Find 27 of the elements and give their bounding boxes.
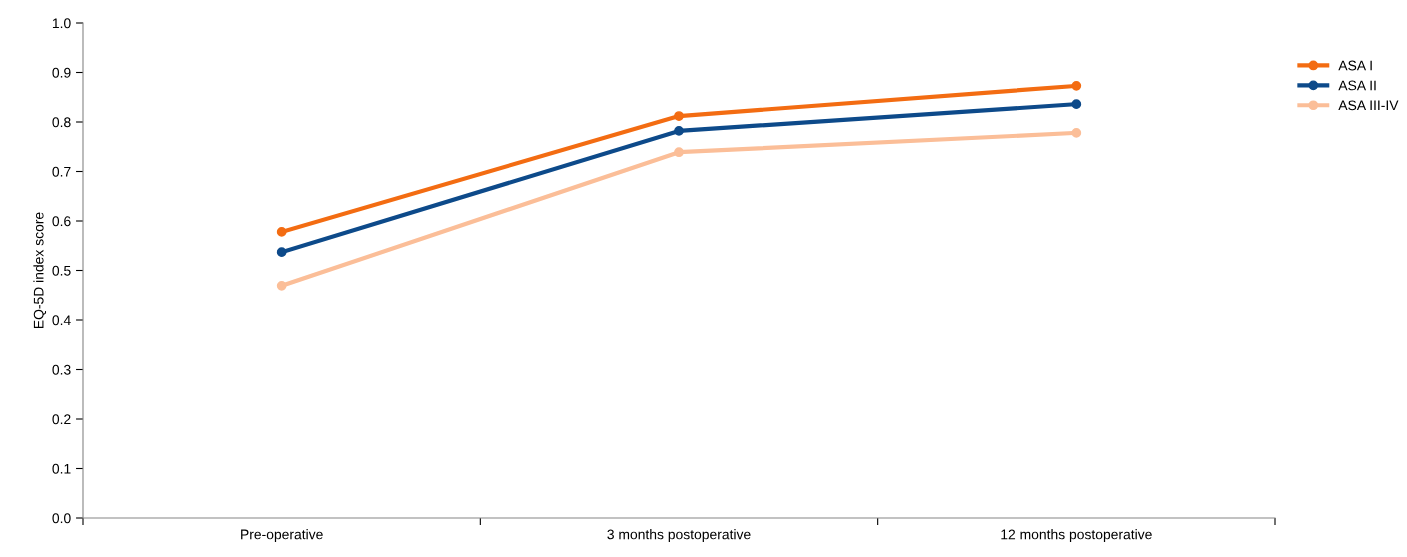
point — [1071, 81, 1082, 91]
y-tick-label: 0.4 — [52, 315, 71, 326]
point — [276, 247, 287, 258]
y-tick-label: 0.7 — [52, 166, 71, 177]
y-tick-label: 0.2 — [52, 414, 71, 425]
y-tick-label: 0.9 — [52, 67, 71, 78]
point — [674, 111, 684, 121]
point — [674, 126, 684, 136]
y-tick-label: 1.0 — [52, 18, 71, 29]
point — [1071, 128, 1082, 138]
point — [674, 147, 684, 158]
y-tick-label: 0.3 — [52, 364, 71, 375]
legend-label: ASA II — [1338, 80, 1376, 91]
x-tick-label: 3 months postoperative — [607, 529, 751, 543]
y-tick-label: 0.1 — [52, 463, 71, 474]
point — [1071, 99, 1082, 110]
x-tick-label: 12 months postoperative — [1001, 529, 1152, 543]
point — [276, 227, 287, 237]
x-tick-label: Pre-operative — [241, 529, 323, 543]
legend-label: ASA I — [1338, 60, 1372, 71]
y-tick-label: 0.5 — [52, 265, 71, 276]
y-tick-label: 0.8 — [52, 117, 71, 128]
y-axis-title: EQ-5D index score — [33, 212, 47, 329]
legend-label: ASA III-IV — [1338, 100, 1399, 111]
point — [276, 280, 287, 291]
y-tick-label: 0.0 — [52, 513, 71, 524]
y-tick-label: 0.6 — [52, 216, 71, 227]
